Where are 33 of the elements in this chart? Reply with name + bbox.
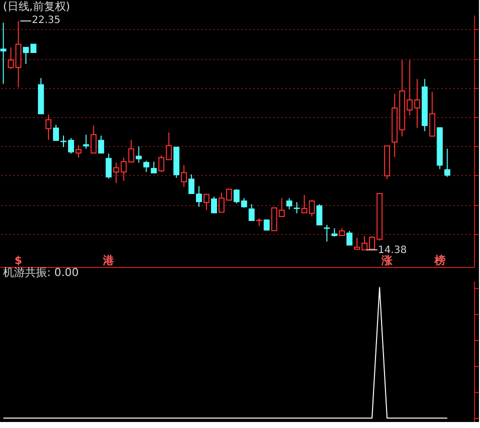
candlestick [180, 164, 187, 188]
candlestick [106, 153, 112, 180]
annotation: 14.38 [378, 244, 407, 256]
candlestick [53, 124, 59, 142]
candlestick [286, 198, 292, 210]
candlestick [324, 224, 330, 242]
candlestick [211, 196, 217, 214]
candlestick [429, 91, 436, 137]
candlestick [98, 135, 104, 154]
candlestick [278, 198, 285, 218]
annotation: 22.35 [32, 14, 61, 26]
chart-title: (日线,前复权) [3, 0, 70, 13]
candlestick [271, 206, 278, 232]
candlestick [45, 114, 52, 140]
x-tick-label: 涨 [380, 254, 394, 267]
candlestick [150, 161, 157, 174]
candlestick [143, 160, 150, 173]
candlestick [294, 202, 300, 214]
candlestick [136, 146, 142, 164]
candlestick [248, 204, 255, 222]
candlestick [204, 194, 210, 210]
candlestick [0, 22, 6, 84]
candlestick [76, 144, 82, 158]
candlestick [90, 124, 97, 154]
candlestick [83, 134, 90, 150]
chart-title: 机游共振: 0.00 [3, 266, 79, 279]
x-tick-label: 榜 [433, 254, 446, 267]
candlestick [444, 148, 450, 178]
candlestick [346, 230, 352, 246]
x-tick-label: 港 [102, 254, 116, 267]
x-tick-label: $ [14, 254, 22, 267]
candlestick [128, 139, 134, 162]
candlestick [316, 204, 322, 226]
